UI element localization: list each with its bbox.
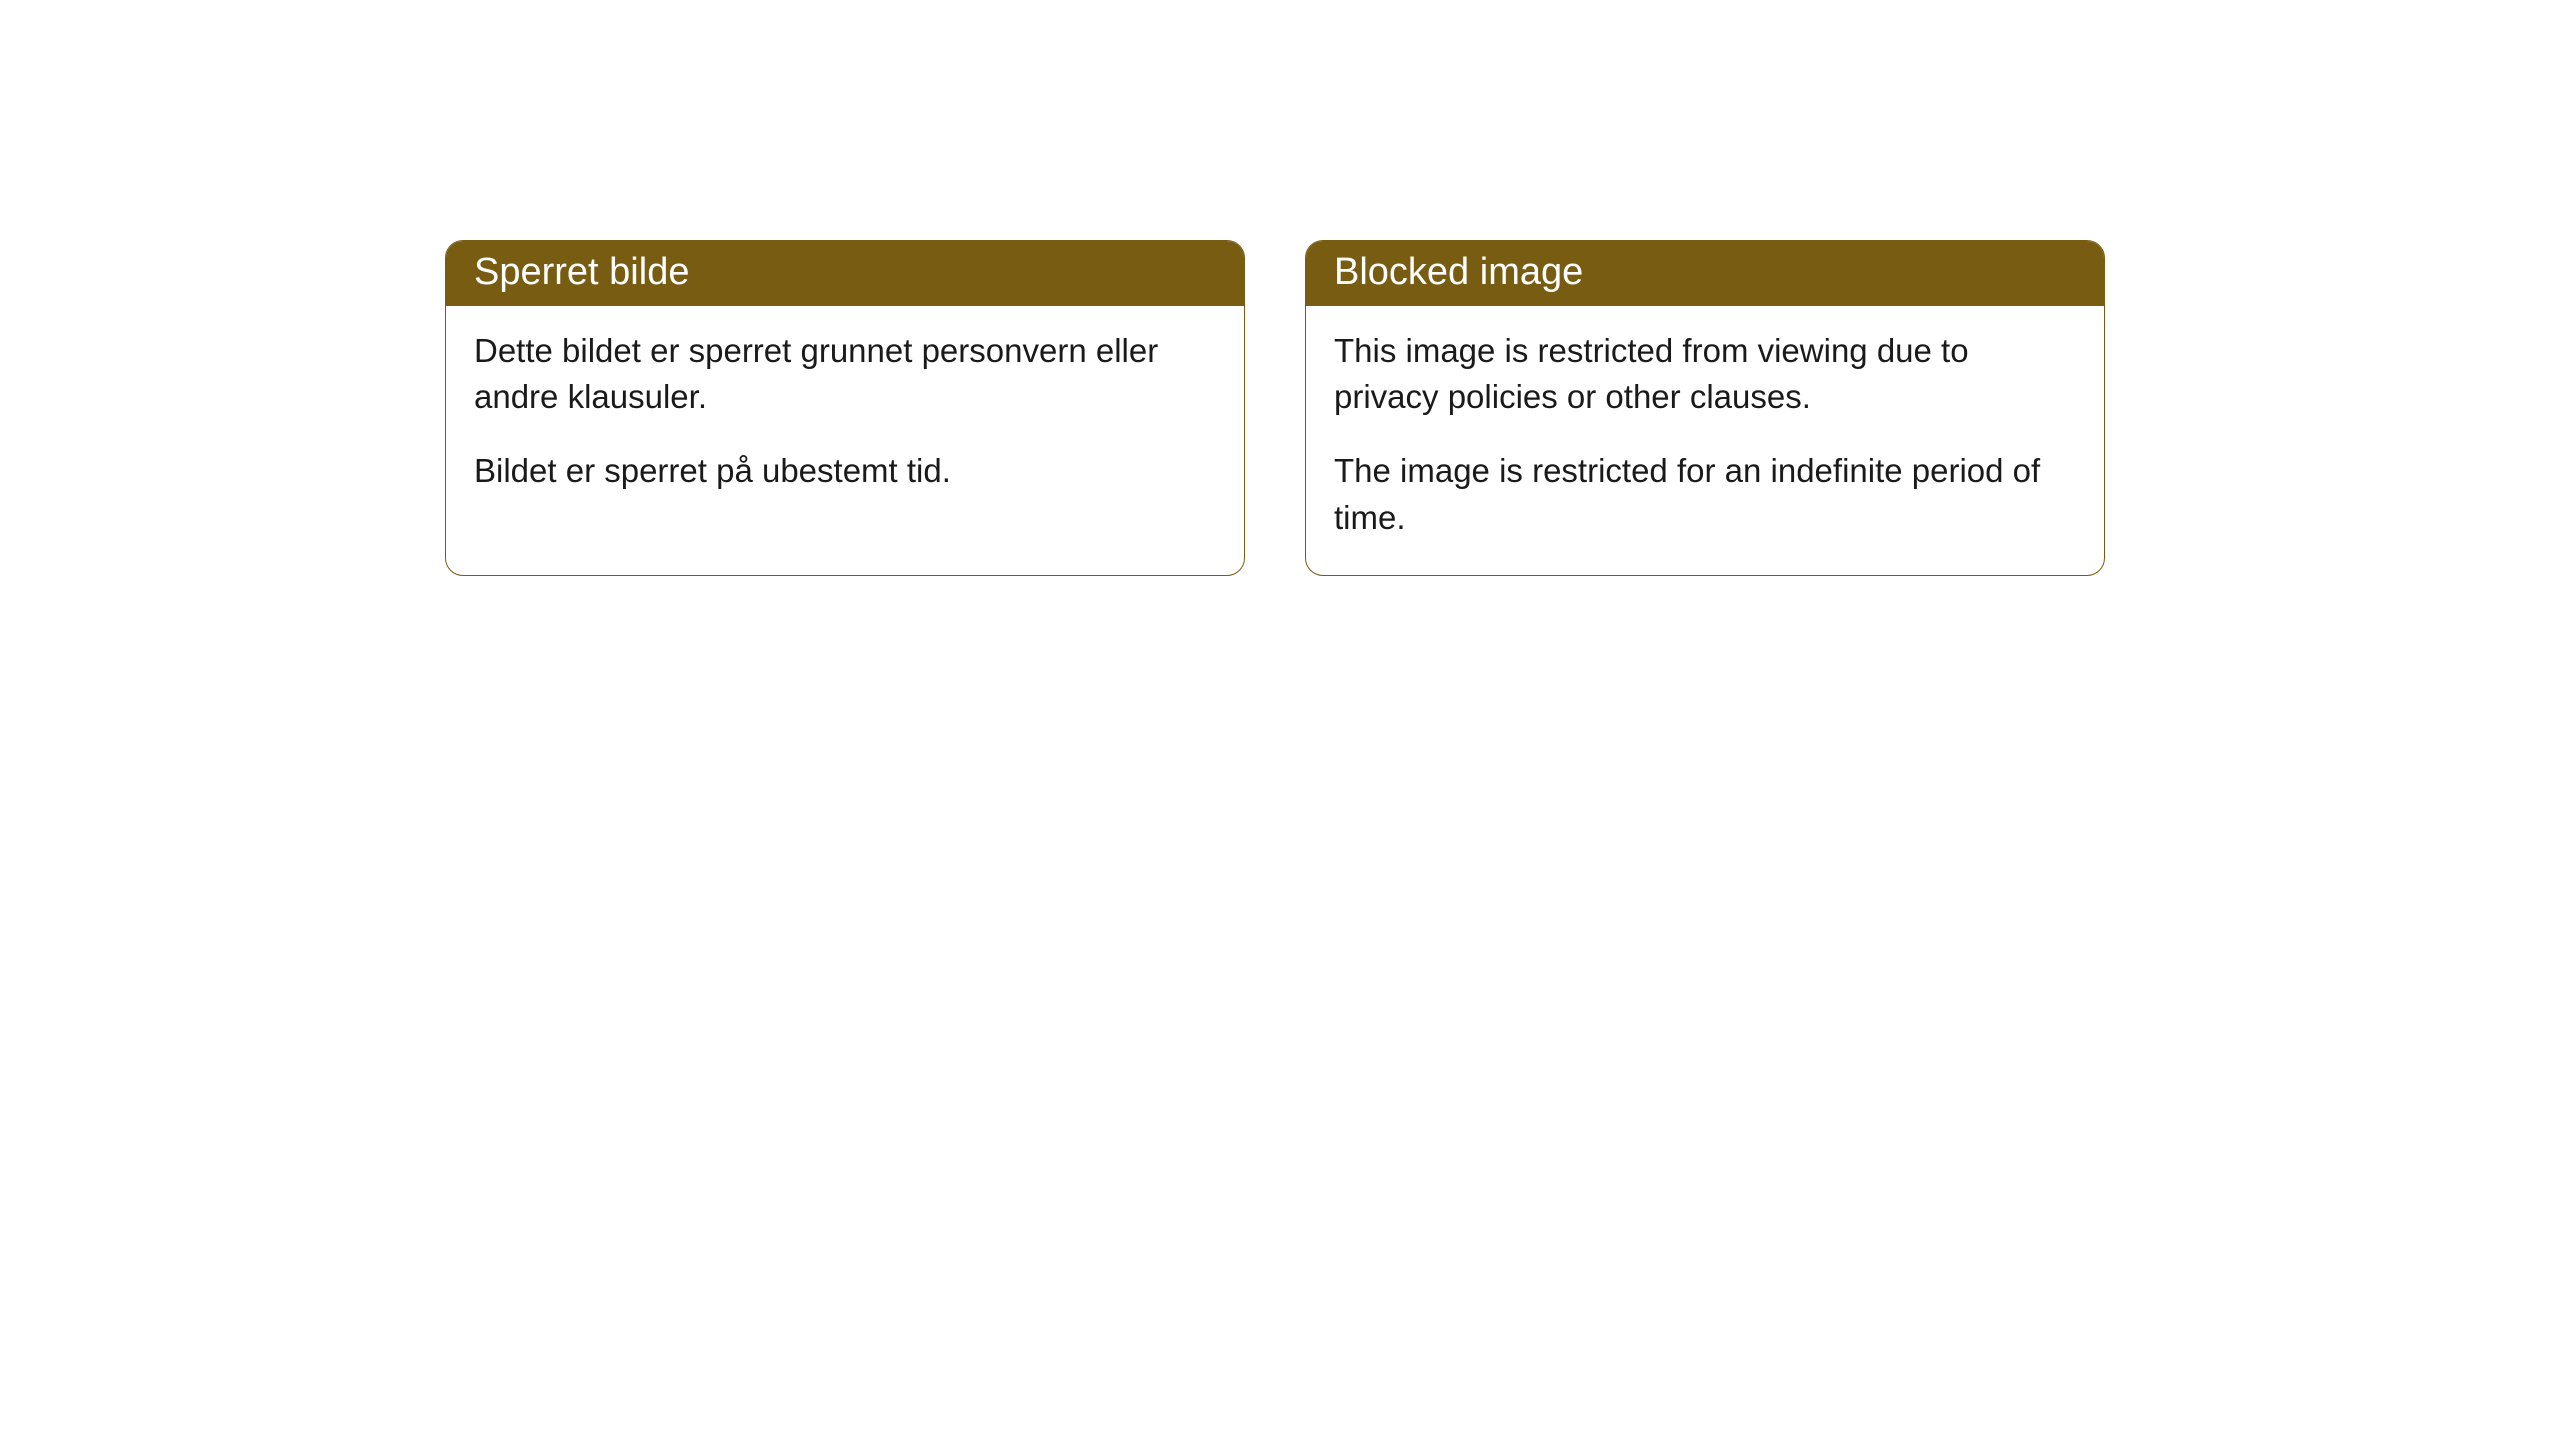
card-paragraph: Dette bildet er sperret grunnet personve… bbox=[474, 328, 1216, 420]
notice-cards-container: Sperret bilde Dette bildet er sperret gr… bbox=[0, 0, 2560, 576]
card-paragraph: This image is restricted from viewing du… bbox=[1334, 328, 2076, 420]
card-body: This image is restricted from viewing du… bbox=[1306, 306, 2104, 575]
card-body: Dette bildet er sperret grunnet personve… bbox=[446, 306, 1244, 529]
card-paragraph: The image is restricted for an indefinit… bbox=[1334, 448, 2076, 540]
card-title: Blocked image bbox=[1306, 241, 2104, 306]
notice-card-english: Blocked image This image is restricted f… bbox=[1305, 240, 2105, 576]
card-paragraph: Bildet er sperret på ubestemt tid. bbox=[474, 448, 1216, 494]
notice-card-norwegian: Sperret bilde Dette bildet er sperret gr… bbox=[445, 240, 1245, 576]
card-title: Sperret bilde bbox=[446, 241, 1244, 306]
